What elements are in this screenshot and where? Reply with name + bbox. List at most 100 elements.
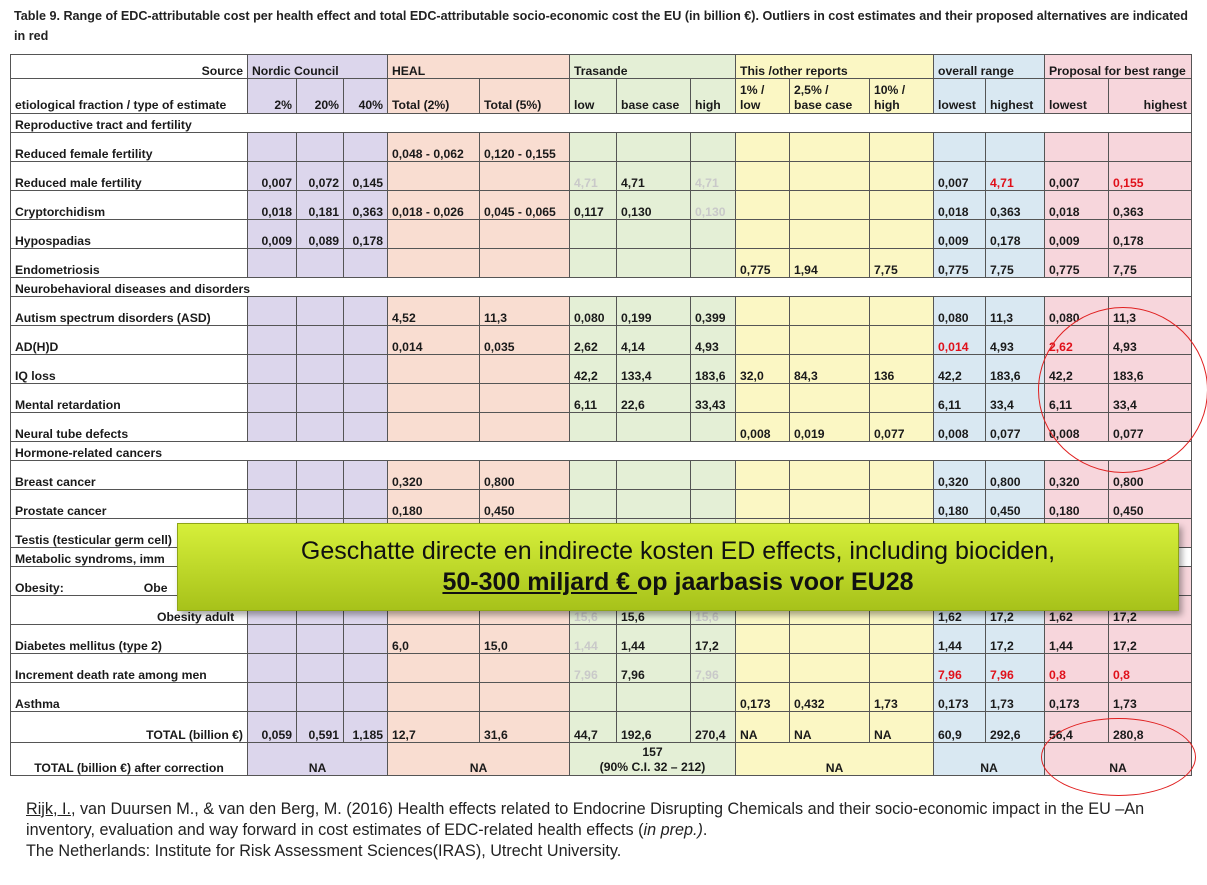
group-header: Trasande — [569, 54, 736, 79]
row-label: IQ loss — [10, 354, 248, 384]
table-cell: 6,0 — [387, 624, 480, 654]
total-cell: NA — [789, 711, 870, 743]
table-cell: 0,018 — [247, 190, 297, 220]
table-cell: 0,180 — [387, 489, 480, 519]
table-cell: 0,018 — [1044, 190, 1109, 220]
table-cell — [985, 132, 1045, 162]
table-cell — [869, 383, 934, 413]
group-header: This /other reports — [735, 54, 934, 79]
banner-line-1: Geschatte directe en indirecte kosten ED… — [300, 537, 1056, 565]
table-cell: 7,96 — [616, 653, 691, 683]
table-cell: 0,077 — [985, 412, 1045, 442]
table-cell: 0,320 — [387, 460, 480, 490]
table-cell — [387, 219, 480, 249]
table-cell — [616, 460, 691, 490]
reference-italic: in prep.) — [643, 821, 703, 839]
table-cell — [789, 489, 870, 519]
table-cell: 0,399 — [690, 296, 736, 326]
row-label: Neural tube defects — [10, 412, 248, 442]
table-cell: 4,52 — [387, 296, 480, 326]
subcol-header-part: 1% / — [740, 83, 765, 97]
total-cell: NA — [869, 711, 934, 743]
total-label: TOTAL (billion €) — [10, 711, 248, 743]
table-cell: 0,045 - 0,065 — [479, 190, 570, 220]
total-corrected-cell: NA — [247, 742, 388, 776]
table-cell: 4,71 — [690, 161, 736, 191]
row-label: Autism spectrum disorders (ASD) — [10, 296, 248, 326]
row-label-text: Autism spectrum disorders (ASD) — [15, 311, 211, 325]
subcol-header: high — [690, 78, 736, 114]
row-label-text: AD(H)D — [15, 340, 59, 354]
table-row: AD(H)D 0,014 0,035 2,62 4,14 4,93 0,014 4,93 2,6… — [10, 325, 1192, 355]
row-sublabel: Obe — [143, 581, 168, 595]
table-row: Autism spectrum disorders (ASD) 4,52 11,3 0… — [10, 296, 1192, 326]
table-cell: 0,007 — [247, 161, 297, 191]
table-cell: 0,007 — [1044, 161, 1109, 191]
row-label-text: Obesity adult — [157, 610, 235, 624]
table-row: Prostate cancer 0,180 0,450 0,180 0,450 0,180… — [10, 489, 1192, 519]
table-cell: 0,155 — [1108, 161, 1192, 191]
table-cell: 2,62 — [569, 325, 617, 355]
table-cell: 0,450 — [479, 489, 570, 519]
section-row: Reproductive tract and fertility — [10, 113, 1192, 133]
table-cell: 0,048 - 0,062 — [387, 132, 480, 162]
table-cell: 0,014 — [387, 325, 480, 355]
table-cell: 0,014 — [933, 325, 986, 355]
subcol-header: 10% / high — [869, 78, 934, 114]
table-cell — [479, 161, 570, 191]
total-corrected-cell: 157 (90% C.I. 32 – 212) — [569, 742, 736, 776]
table-cell — [690, 132, 736, 162]
reference-period: . — [702, 821, 708, 839]
total-cell: 0,591 — [296, 711, 344, 743]
table-row: Neural tube defects 0,008 0,019 0,077 0,008 0… — [10, 412, 1192, 442]
total-cell: 270,4 — [690, 711, 736, 743]
table-cell — [789, 325, 870, 355]
subcol-header: 40% — [343, 78, 388, 114]
row-label: Mental retardation — [10, 383, 248, 413]
table-cell — [247, 624, 297, 654]
table-cell: 33,4 — [985, 383, 1045, 413]
table-cell: 1,73 — [1108, 682, 1192, 712]
row-label: Prostate cancer — [10, 489, 248, 519]
table-cell: 0,180 — [1044, 489, 1109, 519]
table-cell: 0,199 — [616, 296, 691, 326]
table-cell: 0,130 — [616, 190, 691, 220]
table-cell — [690, 682, 736, 712]
table-cell: 6,11 — [569, 383, 617, 413]
table-cell — [479, 383, 570, 413]
table-cell — [616, 682, 691, 712]
subcol-header-part: 10% / — [874, 83, 906, 97]
table-cell: 0,800 — [985, 460, 1045, 490]
table-cell — [387, 653, 480, 683]
table-cell — [387, 354, 480, 384]
table-cell — [247, 296, 297, 326]
table-cell — [735, 325, 790, 355]
table-cell — [1044, 132, 1109, 162]
table-cell: 22,6 — [616, 383, 691, 413]
table-cell: 0,019 — [789, 412, 870, 442]
table-cell: 0,320 — [933, 460, 986, 490]
table-cell — [933, 132, 986, 162]
total-row: TOTAL (billion €) 0,059 0,591 1,185 12,7 31,6… — [10, 711, 1192, 743]
row-label: Endometriosis — [10, 248, 248, 278]
table-cell: 183,6 — [690, 354, 736, 384]
table-cell — [869, 219, 934, 249]
table-cell: 7,96 — [985, 653, 1045, 683]
table-cell: 133,4 — [616, 354, 691, 384]
table-cell — [296, 325, 344, 355]
total-cell: 60,9 — [933, 711, 986, 743]
table-cell — [616, 219, 691, 249]
subcol-header: 2,5% / base case — [789, 78, 870, 114]
table-cell: 0,178 — [343, 219, 388, 249]
table-cell: 0,080 — [933, 296, 986, 326]
subcol-header: 20% — [296, 78, 344, 114]
estimate-label: etiological fraction / type of estimate — [10, 78, 248, 114]
table-row: Cryptorchidism 0,018 0,181 0,363 0,018 - 0,0… — [10, 190, 1192, 220]
subcol-header-part: base case — [794, 98, 853, 112]
banner-line-2: 50-300 miljard € op jaarbasis voor EU28 — [178, 568, 1178, 597]
table-cell — [247, 489, 297, 519]
table-cell — [296, 354, 344, 384]
table-cell — [343, 132, 388, 162]
section-title: Neurobehavioral diseases and disorders — [10, 277, 1192, 297]
table-cell — [343, 489, 388, 519]
